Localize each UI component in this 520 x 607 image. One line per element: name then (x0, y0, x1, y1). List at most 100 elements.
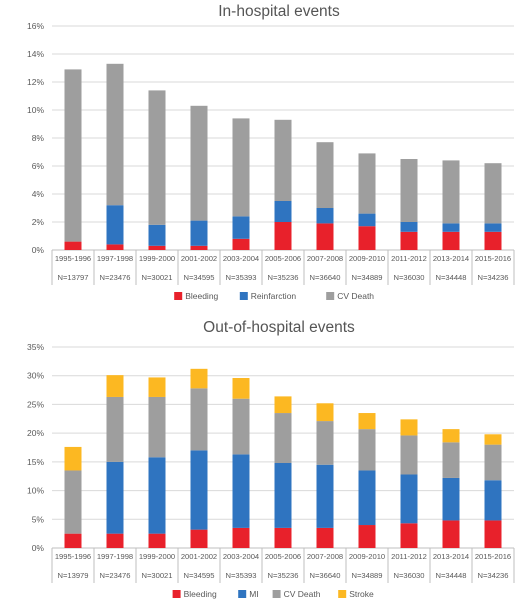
chart-title: In-hospital events (218, 3, 340, 20)
bar-cv-death (442, 160, 460, 224)
bar-reinfarction (148, 224, 166, 246)
category-label: 1997-1998 (97, 254, 133, 263)
bar-stroke (274, 396, 292, 414)
category-label: 2013-2014 (433, 254, 469, 263)
legend-swatch-bleeding (174, 292, 183, 300)
category-label: 1995-1996 (55, 254, 91, 263)
bar-cv-death (232, 118, 250, 217)
n-label: N=30021 (141, 273, 172, 282)
bar-reinfarction (358, 213, 376, 227)
category-label: 2005-2006 (265, 254, 301, 263)
bar-cv-death (358, 153, 376, 214)
bar-reinfarction (106, 461, 124, 534)
legend-label: MI (249, 589, 258, 599)
bar-bleeding (400, 231, 418, 250)
bar-cv-death (316, 421, 334, 465)
category-label: 1997-1998 (97, 552, 133, 561)
bar-bleeding (484, 231, 502, 250)
bar-reinfarction (484, 223, 502, 232)
category-label: 1999-2000 (139, 552, 175, 561)
bar-bleeding (358, 226, 376, 250)
y-tick-label: 15% (27, 457, 44, 467)
bar-stroke (190, 368, 208, 389)
bar-bleeding (190, 245, 208, 250)
bar-reinfarction (442, 477, 460, 521)
bar-cv-death (64, 470, 82, 534)
legend-swatch-stroke (338, 590, 347, 598)
category-label: 2001-2002 (181, 552, 217, 561)
bar-bleeding (106, 533, 124, 548)
bar-reinfarction (232, 454, 250, 528)
bar-bleeding (148, 533, 166, 548)
y-tick-label: 10% (27, 486, 44, 496)
bar-stroke (400, 419, 418, 436)
bar-stroke (442, 429, 460, 443)
bar-cv-death (442, 442, 460, 478)
bar-reinfarction (316, 208, 334, 224)
category-label: 2009-2010 (349, 552, 385, 561)
bar-reinfarction (400, 222, 418, 232)
bar-cv-death (148, 90, 166, 225)
n-label: N=34595 (183, 571, 214, 580)
category-label: 2015-2016 (475, 552, 511, 561)
bar-bleeding (316, 223, 334, 250)
bar-reinfarction (274, 201, 292, 222)
n-label: N=35236 (267, 571, 298, 580)
bar-bleeding (400, 523, 418, 548)
bar-reinfarction (232, 216, 250, 239)
bar-reinfarction (358, 470, 376, 526)
category-label: 1999-2000 (139, 254, 175, 263)
y-tick-label: 0% (32, 543, 45, 553)
n-label: N=36030 (393, 571, 424, 580)
bar-stroke (232, 378, 250, 399)
y-tick-label: 16% (27, 21, 44, 31)
category-label: 2001-2002 (181, 254, 217, 263)
bar-stroke (106, 375, 124, 397)
bar-reinfarction (148, 457, 166, 534)
bar-bleeding (442, 231, 460, 250)
bar-bleeding (64, 533, 82, 548)
category-label: 2009-2010 (349, 254, 385, 263)
n-label: N=34236 (477, 571, 508, 580)
y-tick-label: 30% (27, 371, 44, 381)
legend-swatch-cv-death (272, 590, 281, 598)
bar-cv-death (190, 105, 208, 221)
y-tick-label: 25% (27, 399, 44, 409)
n-label: N=35393 (225, 273, 256, 282)
bar-cv-death (400, 435, 418, 475)
bar-reinfarction (106, 205, 124, 245)
bar-cv-death (274, 119, 292, 201)
legend-swatch-bleeding (172, 590, 181, 598)
legend-label: Reinfarction (251, 291, 297, 301)
y-tick-label: 2% (32, 217, 45, 227)
legend-swatch-reinfarction (239, 292, 248, 300)
bar-cv-death (316, 142, 334, 208)
bar-bleeding (274, 222, 292, 250)
n-label: N=36640 (309, 273, 340, 282)
y-tick-label: 20% (27, 428, 44, 438)
bar-reinfarction (442, 223, 460, 232)
legend-label: Bleeding (185, 291, 218, 301)
bar-cv-death (106, 396, 124, 462)
bar-cv-death (190, 388, 208, 451)
category-label: 2013-2014 (433, 552, 469, 561)
y-tick-label: 5% (32, 514, 45, 524)
bar-bleeding (358, 525, 376, 548)
bar-bleeding (316, 527, 334, 548)
bar-reinfarction (316, 464, 334, 528)
bar-cv-death (484, 163, 502, 224)
category-label: 2011-2012 (391, 254, 427, 263)
n-label: N=36030 (393, 273, 424, 282)
n-label: N=34448 (435, 571, 466, 580)
y-tick-label: 12% (27, 77, 44, 87)
y-tick-label: 4% (32, 189, 45, 199)
bar-cv-death (232, 398, 250, 455)
category-label: 2011-2012 (391, 552, 427, 561)
bar-reinfarction (190, 450, 208, 530)
bar-stroke (148, 377, 166, 397)
n-label: N=34236 (477, 273, 508, 282)
bar-reinfarction (400, 474, 418, 524)
y-tick-label: 6% (32, 161, 45, 171)
bar-stroke (64, 446, 82, 471)
